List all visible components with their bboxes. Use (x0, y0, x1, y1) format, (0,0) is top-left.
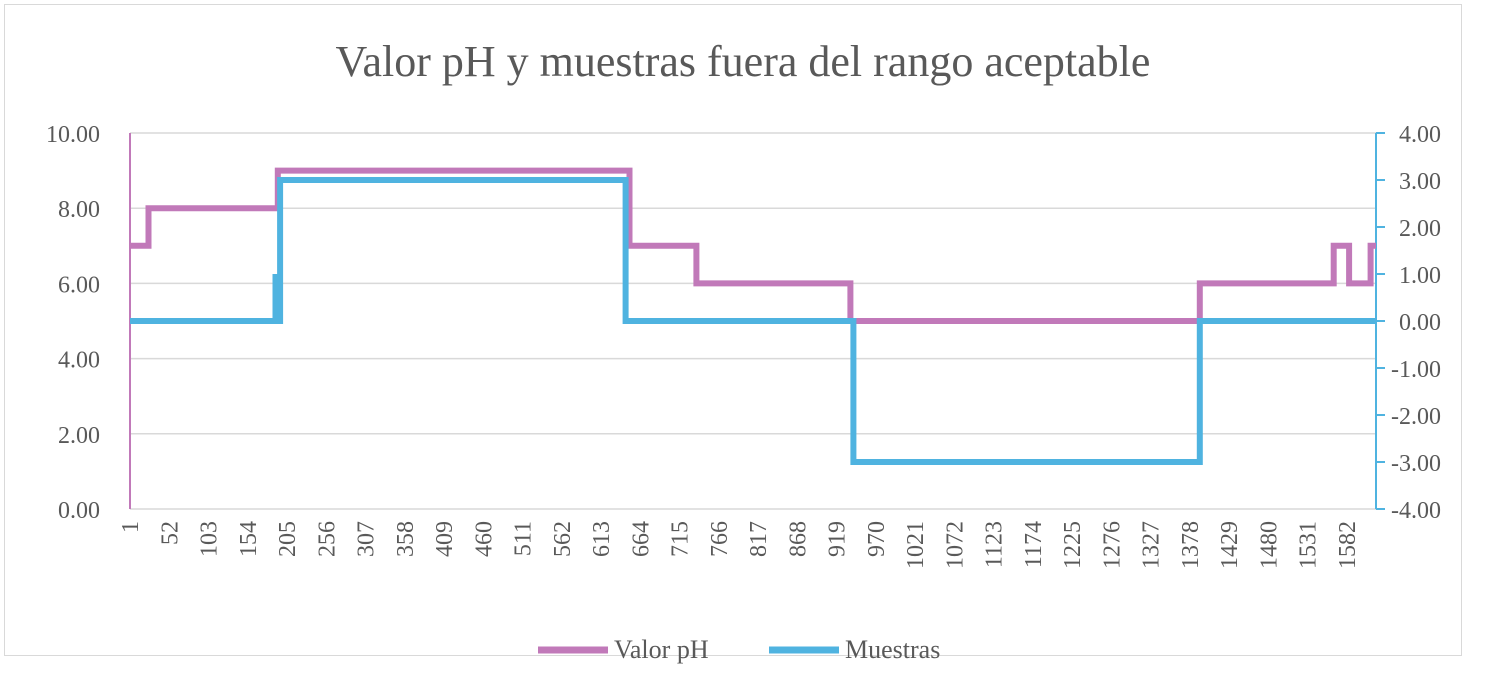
left-tick-label: 6.00 (58, 272, 100, 298)
x-tick-label: 205 (275, 521, 301, 557)
x-tick-label: 154 (236, 521, 262, 557)
x-tick-label: 1429 (1217, 521, 1243, 569)
x-tick-label: 409 (432, 521, 458, 557)
right-tick-label: 4.00 (1399, 122, 1441, 148)
x-tick-label: 1123 (982, 521, 1008, 568)
right-tick-label: 0.00 (1399, 310, 1441, 336)
left-tick-label: 10.00 (46, 122, 100, 148)
right-tick-label: 1.00 (1399, 263, 1441, 289)
x-tick-label: 562 (550, 521, 576, 557)
x-tick-label: 1378 (1178, 521, 1204, 569)
series-layer (130, 167, 1376, 465)
x-tick-label: 460 (471, 521, 497, 557)
x-tick-label: 1225 (1060, 521, 1086, 569)
left-tick-label: 4.00 (58, 348, 100, 374)
legend-label-muestras: Muestras (845, 635, 940, 664)
right-tick-label: -1.00 (1391, 357, 1441, 383)
x-tick-label: 766 (707, 521, 733, 557)
x-tick-label: 1582 (1335, 521, 1361, 569)
x-tick-label: 1 (118, 521, 144, 533)
x-tick-label: 1174 (1021, 521, 1047, 568)
x-tick-label: 52 (157, 521, 183, 545)
left-axis-ticks: 0.00 2.00 4.00 6.00 8.00 10.00 (46, 122, 100, 524)
legend-label-valor-ph: Valor pH (614, 635, 709, 664)
x-tick-label: 511 (511, 521, 537, 556)
x-axis-ticks: 1 52 103 154 205 256 307 358 409 460 511 562 613 664 7… (118, 521, 1361, 569)
right-axis-ticks: -4.00 -3.00 -2.00 -1.00 0.00 1.00 2.00 3.00 4.00 (1376, 122, 1441, 524)
x-tick-label: 1072 (942, 521, 968, 569)
x-tick-label: 103 (197, 521, 223, 557)
right-tick-label: -2.00 (1391, 404, 1441, 430)
legend: Valor pH Muestras (538, 635, 940, 664)
chart-title: Valor pH y muestras fuera del rango acep… (336, 37, 1151, 86)
x-tick-label: 664 (628, 521, 654, 557)
x-tick-label: 256 (314, 521, 340, 557)
right-tick-label: -4.00 (1391, 498, 1441, 524)
x-tick-label: 307 (354, 521, 380, 557)
x-tick-label: 715 (668, 521, 694, 557)
x-tick-label: 1021 (903, 521, 929, 569)
chart-frame (4, 4, 1462, 656)
x-tick-label: 1327 (1139, 521, 1165, 569)
x-tick-label: 817 (746, 521, 772, 557)
x-tick-label: 919 (825, 521, 851, 557)
x-tick-label: 1480 (1256, 521, 1282, 569)
right-tick-label: 3.00 (1399, 169, 1441, 195)
x-tick-label: 1531 (1296, 521, 1322, 569)
right-tick-label: 2.00 (1399, 216, 1441, 242)
x-tick-label: 613 (589, 521, 615, 557)
series-line-muestras (130, 177, 1376, 465)
x-tick-label: 868 (785, 521, 811, 557)
left-tick-label: 8.00 (58, 197, 100, 223)
left-tick-label: 2.00 (58, 423, 100, 449)
right-tick-label: -3.00 (1391, 451, 1441, 477)
x-tick-label: 358 (393, 521, 419, 557)
x-tick-label: 1276 (1099, 521, 1125, 569)
gridlines (130, 132, 1376, 435)
series-line-valor-ph (130, 167, 1376, 324)
x-tick-label: 970 (864, 521, 890, 557)
left-tick-label: 0.00 (58, 498, 100, 524)
